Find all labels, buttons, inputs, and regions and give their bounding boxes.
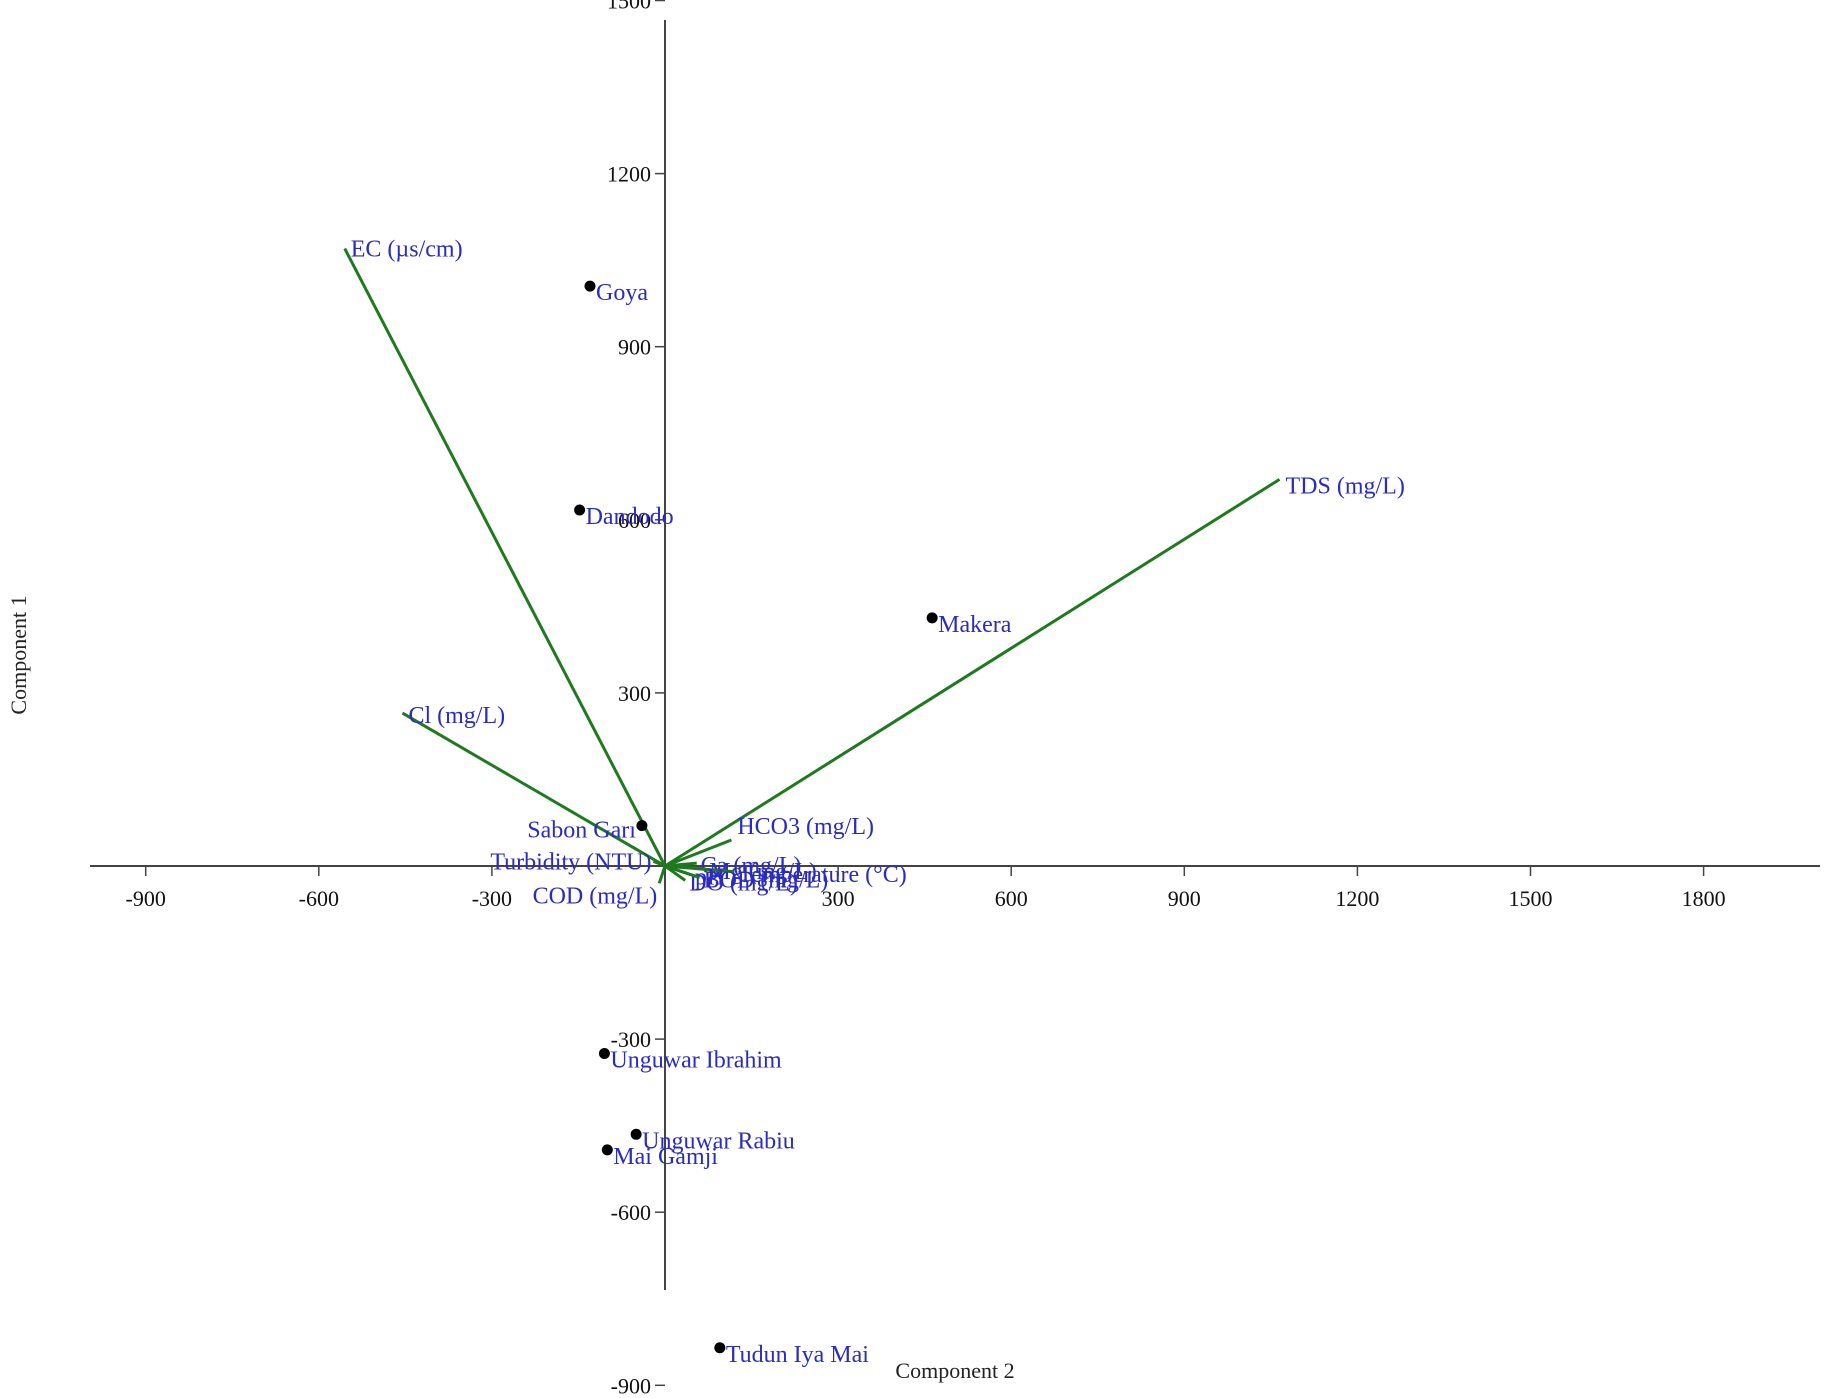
y-tick-label: 1200 — [607, 162, 651, 187]
score-point — [574, 504, 586, 516]
vector-label: pH — [695, 865, 724, 891]
x-tick-label: 1800 — [1682, 886, 1726, 911]
y-tick-label: 300 — [618, 681, 651, 706]
y-tick-label: -600 — [611, 1200, 651, 1225]
score-point — [584, 280, 596, 292]
vector-label: EC (µs/cm) — [351, 237, 463, 263]
loading-vector — [664, 478, 1281, 868]
loading-vector — [657, 865, 667, 884]
point-label: Mai Gamji — [613, 1144, 718, 1170]
y-tick-label: 600 — [618, 508, 651, 533]
score-point — [714, 1342, 726, 1354]
vector-label: Ca (mg/L) — [701, 853, 802, 879]
y-axis-title: Component 1 — [6, 595, 31, 714]
loading-vector — [664, 864, 701, 879]
loading-vector — [664, 838, 732, 868]
x-tick-label: 1200 — [1335, 886, 1379, 911]
vector-label: COD (mg/L) — [533, 883, 658, 909]
vector-label: HCO3 (mg/L) — [737, 814, 874, 840]
vectors: EC (µs/cm) TDS (mg/L) Cl (mg/L) HCO3 (mg/L)… — [343, 237, 1405, 909]
x-tick-label: -600 — [299, 886, 339, 911]
x-tick-label: 600 — [995, 886, 1028, 911]
loading-vector — [664, 864, 735, 874]
score-point — [926, 612, 938, 624]
x-tick-label: 300 — [822, 886, 855, 911]
y-tick-label: 900 — [618, 335, 651, 360]
vector-label: Temperature (°C) — [738, 862, 907, 888]
x-axis-title: Component 2 — [895, 1358, 1014, 1383]
y-tick-label: 1500 — [607, 0, 651, 14]
point-label: Dandodo — [586, 504, 674, 530]
score-point — [636, 820, 648, 832]
points: Goya Dandodo Makera Sabon Garı Unguwar Ibrah… — [527, 280, 1012, 1368]
x-tick-label: -900 — [126, 886, 166, 911]
score-point — [601, 1144, 613, 1156]
score-point — [630, 1128, 642, 1140]
point-label: Goya — [596, 280, 648, 306]
loading-vector — [652, 859, 666, 868]
vector-label: Turbidity (NTU) — [490, 849, 651, 875]
point-label: Makera — [938, 612, 1012, 638]
loading-vector — [401, 711, 666, 868]
loading-vector — [343, 247, 667, 867]
x-tick-label: -300 — [472, 886, 512, 911]
x-tick-label: 900 — [1168, 886, 1201, 911]
point-label: Unguwar Ibrahim — [610, 1048, 782, 1074]
point-label: Unguwar Rabiu — [642, 1128, 795, 1154]
vector-label: TDS (mg/L) — [1286, 473, 1405, 499]
point-label: Sabon Garı — [527, 818, 636, 844]
x-tick-label: 1500 — [1509, 886, 1553, 911]
score-point — [598, 1048, 610, 1060]
point-label: Tudun Iya Mai — [726, 1342, 869, 1368]
vector-label: DO (mg/L) — [689, 870, 798, 896]
vector-label: Cl (mg/L) — [408, 703, 505, 729]
x-ticks: -900 -600 -300 300 600 900 1200 1500 1800 — [126, 866, 1726, 911]
y-tick-label: -300 — [611, 1027, 651, 1052]
vector-label: BOD (mg/L) — [704, 868, 829, 894]
y-tick-label: -900 — [611, 1373, 651, 1398]
axes — [90, 20, 1820, 1290]
